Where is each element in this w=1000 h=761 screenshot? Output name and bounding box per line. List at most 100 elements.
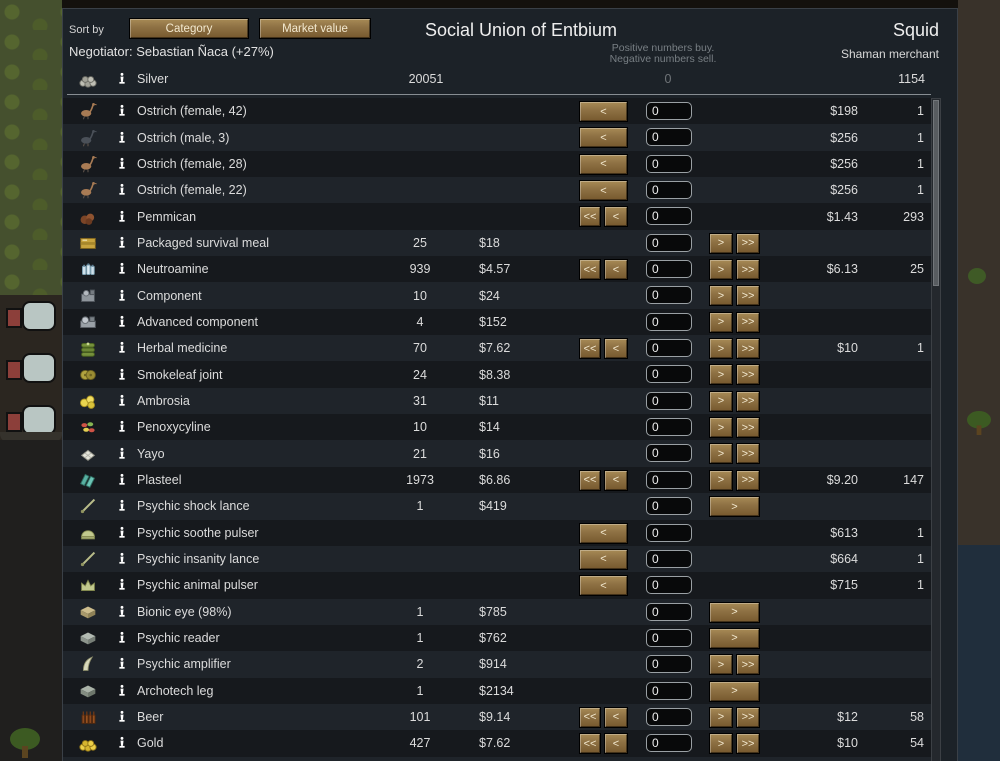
buy-one-button[interactable]: > <box>709 601 760 623</box>
buy-one-button[interactable]: > <box>709 469 733 491</box>
trade-quantity-input[interactable] <box>646 181 692 200</box>
buy-one-button[interactable]: > <box>709 417 733 439</box>
buy-one-button[interactable]: > <box>709 390 733 412</box>
trade-quantity-input[interactable] <box>646 365 692 384</box>
info-icon[interactable] <box>114 704 130 730</box>
sell-one-button[interactable]: < <box>604 706 628 728</box>
buy-all-button[interactable]: >> <box>736 232 760 254</box>
info-icon[interactable] <box>114 520 130 546</box>
info-icon[interactable] <box>114 256 130 282</box>
trade-quantity-input[interactable] <box>646 628 692 647</box>
buy-one-button[interactable]: > <box>709 285 733 307</box>
trade-quantity-input[interactable] <box>646 602 692 621</box>
buy-one-button[interactable]: > <box>709 706 733 728</box>
info-icon[interactable] <box>114 625 130 651</box>
sell-all-button[interactable]: << <box>579 206 601 228</box>
sell-one-button[interactable]: < <box>604 206 628 228</box>
trade-quantity-input[interactable] <box>646 418 692 437</box>
info-icon[interactable] <box>114 230 130 256</box>
scrollbar[interactable] <box>931 98 941 761</box>
sell-one-button[interactable]: < <box>604 469 628 491</box>
trade-quantity-input[interactable] <box>646 549 692 568</box>
info-icon[interactable] <box>114 599 130 625</box>
info-icon[interactable] <box>114 467 130 493</box>
trade-quantity-input[interactable] <box>646 576 692 595</box>
trade-quantity-input[interactable] <box>646 681 692 700</box>
trade-quantity-input[interactable] <box>646 444 692 463</box>
trade-quantity-input[interactable] <box>646 102 692 120</box>
info-icon[interactable] <box>114 309 130 335</box>
info-icon[interactable] <box>114 203 130 229</box>
trade-quantity-input[interactable] <box>646 312 692 331</box>
trade-quantity-input[interactable] <box>646 707 692 726</box>
trade-quantity-input[interactable] <box>646 207 692 226</box>
info-icon[interactable] <box>114 177 130 203</box>
sell-one-button[interactable]: < <box>604 338 628 360</box>
trade-quantity-input[interactable] <box>646 523 692 542</box>
info-icon[interactable] <box>114 414 130 440</box>
trade-quantity-input[interactable] <box>646 154 692 173</box>
trade-quantity-input[interactable] <box>646 470 692 489</box>
sell-one-button[interactable]: < <box>604 733 628 755</box>
sell-all-button[interactable]: << <box>579 338 601 360</box>
buy-all-button[interactable]: >> <box>736 469 760 491</box>
info-icon[interactable] <box>114 282 130 308</box>
sort-market-value-button[interactable]: Market value <box>259 18 371 39</box>
sell-one-button[interactable]: < <box>579 153 628 175</box>
buy-one-button[interactable]: > <box>709 338 733 360</box>
info-icon[interactable] <box>114 124 130 150</box>
trade-quantity-input[interactable] <box>646 497 692 516</box>
trade-quantity-input[interactable] <box>646 286 692 305</box>
sell-one-button[interactable]: < <box>579 180 628 202</box>
trade-quantity-input[interactable] <box>646 260 692 279</box>
scrollbar-thumb[interactable] <box>933 100 939 286</box>
sell-one-button[interactable]: < <box>579 548 628 570</box>
info-icon[interactable] <box>114 361 130 387</box>
buy-all-button[interactable]: >> <box>736 285 760 307</box>
sell-all-button[interactable]: << <box>579 469 601 491</box>
info-icon[interactable] <box>114 572 130 598</box>
trade-quantity-input[interactable] <box>646 391 692 410</box>
info-icon[interactable] <box>114 440 130 466</box>
sell-all-button[interactable]: << <box>579 259 601 281</box>
trade-quantity-input[interactable] <box>646 128 692 147</box>
buy-one-button[interactable]: > <box>709 654 733 676</box>
buy-one-button[interactable]: > <box>709 311 733 333</box>
info-icon[interactable] <box>114 651 130 677</box>
info-icon[interactable] <box>114 546 130 572</box>
buy-one-button[interactable]: > <box>709 259 733 281</box>
info-icon[interactable] <box>114 151 130 177</box>
buy-one-button[interactable]: > <box>709 443 733 465</box>
trade-quantity-input[interactable] <box>646 233 692 252</box>
sell-all-button[interactable]: << <box>579 733 601 755</box>
trade-quantity-input[interactable] <box>646 734 692 753</box>
buy-one-button[interactable]: > <box>709 627 760 649</box>
sort-category-button[interactable]: Category <box>129 18 249 39</box>
buy-all-button[interactable]: >> <box>736 390 760 412</box>
buy-all-button[interactable]: >> <box>736 443 760 465</box>
buy-one-button[interactable]: > <box>709 496 760 518</box>
buy-all-button[interactable]: >> <box>736 259 760 281</box>
buy-all-button[interactable]: >> <box>736 706 760 728</box>
info-icon[interactable] <box>114 335 130 361</box>
buy-all-button[interactable]: >> <box>736 654 760 676</box>
sell-all-button[interactable]: << <box>579 706 601 728</box>
info-icon[interactable] <box>114 65 130 93</box>
buy-one-button[interactable]: > <box>709 232 733 254</box>
buy-one-button[interactable]: > <box>709 364 733 386</box>
info-icon[interactable] <box>114 730 130 756</box>
buy-all-button[interactable]: >> <box>736 338 760 360</box>
buy-all-button[interactable]: >> <box>736 733 760 755</box>
sell-one-button[interactable]: < <box>579 101 628 122</box>
buy-all-button[interactable]: >> <box>736 417 760 439</box>
trade-quantity-input[interactable] <box>646 655 692 674</box>
info-icon[interactable] <box>114 493 130 519</box>
info-icon[interactable] <box>114 678 130 704</box>
buy-one-button[interactable]: > <box>709 680 760 702</box>
sell-one-button[interactable]: < <box>579 522 628 544</box>
trade-quantity-input[interactable] <box>646 339 692 358</box>
sell-one-button[interactable]: < <box>579 127 628 149</box>
sell-one-button[interactable]: < <box>604 259 628 281</box>
info-icon[interactable] <box>114 388 130 414</box>
sell-one-button[interactable]: < <box>579 575 628 597</box>
